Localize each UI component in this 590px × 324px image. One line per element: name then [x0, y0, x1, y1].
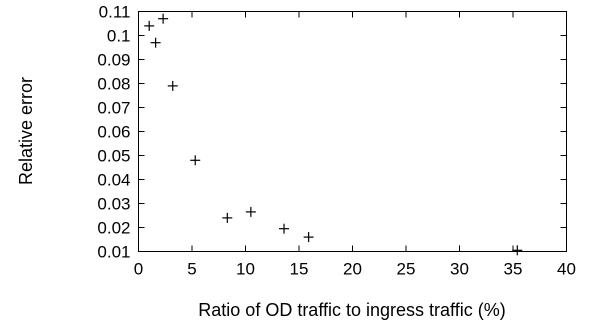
y-tick-label: 0.08 [97, 75, 130, 94]
y-tick-label: 0.04 [97, 171, 130, 190]
x-tick-label: 30 [450, 260, 469, 279]
y-tick-label: 0.09 [97, 51, 130, 70]
x-tick-label: 15 [290, 260, 309, 279]
data-point [190, 155, 201, 166]
x-tick-label: 25 [397, 260, 416, 279]
x-axis-title: Ratio of OD traffic to ingress traffic (… [198, 300, 505, 320]
y-tick-label: 0.11 [99, 3, 131, 22]
data-point [150, 37, 161, 48]
data-point [158, 13, 169, 24]
x-tick-label: 10 [236, 260, 255, 279]
plot-frame [138, 11, 567, 252]
y-tick-label: 0.02 [97, 219, 130, 238]
y-tick-label: 0.06 [97, 123, 130, 142]
data-point [245, 206, 256, 217]
data-point [279, 223, 290, 234]
x-tick-label: 40 [557, 260, 576, 279]
y-tick-label: 0.01 [97, 243, 130, 262]
y-axis-title: Relative error [16, 77, 36, 185]
y-tick-label: 0.03 [97, 195, 130, 214]
data-points [144, 13, 523, 256]
x-axis: 0 5 10 15 20 25 30 35 40 [134, 11, 576, 279]
y-tick-label: 0.1 [107, 27, 131, 46]
x-tick-label: 5 [187, 260, 196, 279]
x-tick-label: 20 [343, 260, 362, 279]
x-tick-label: 0 [134, 260, 143, 279]
data-point [167, 80, 178, 91]
data-point [144, 20, 155, 31]
y-tick-label: 0.07 [97, 99, 130, 118]
data-point [303, 232, 314, 243]
x-tick-label: 35 [504, 260, 523, 279]
y-axis: 0.01 0.02 0.03 0.04 0.05 0.06 0.07 0.08 0.09 0.1 0… [97, 3, 567, 262]
data-point [222, 212, 233, 223]
y-tick-label: 0.05 [97, 147, 130, 166]
data-point [512, 245, 523, 256]
